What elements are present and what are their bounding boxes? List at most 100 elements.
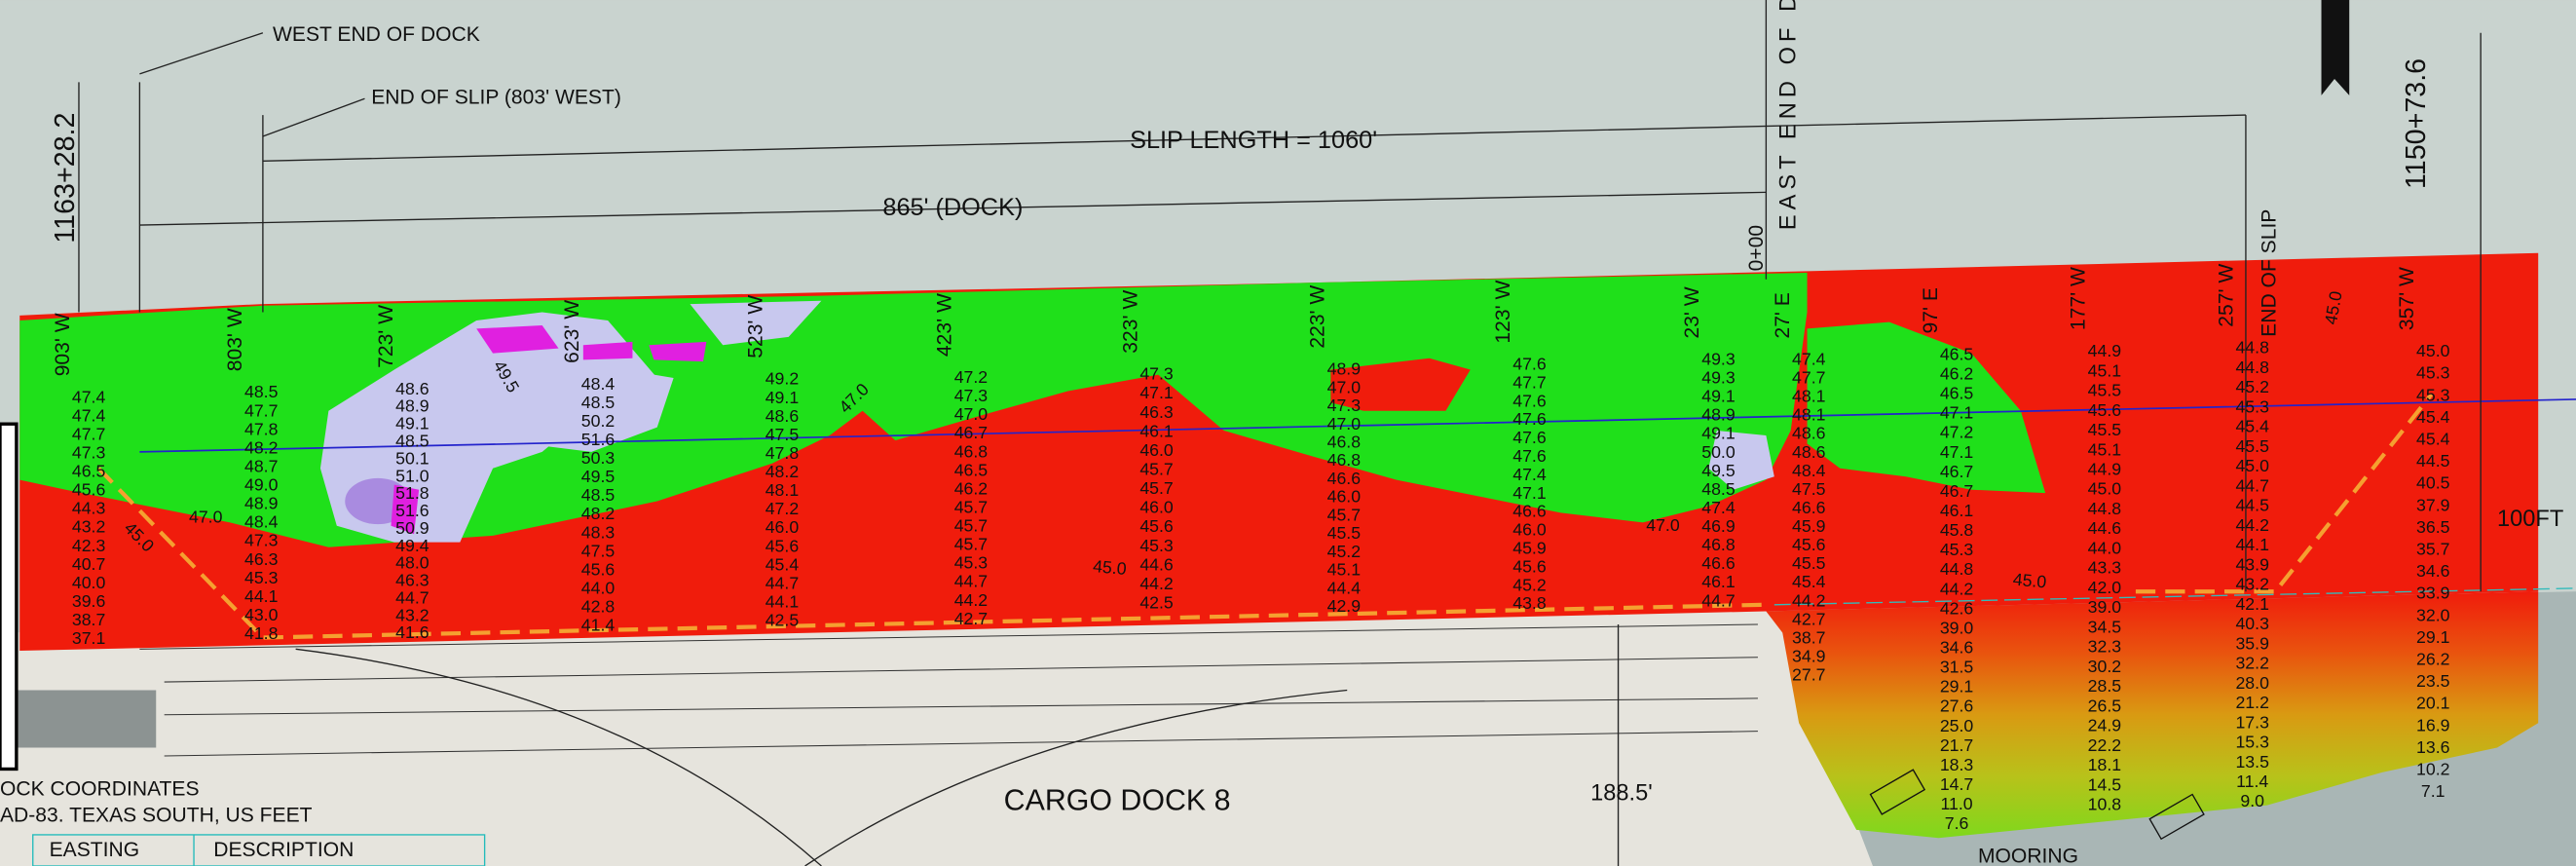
depth-sounding: 44.4 [1327,578,1362,597]
depth-sounding: 45.2 [2235,377,2268,396]
depth-sounding: 7.6 [1945,813,1969,833]
depth-sounding: 36.5 [2416,517,2450,537]
depth-sounding: 42.5 [1139,592,1174,612]
depth-sounding: 45.4 [765,554,800,574]
depth-sounding: 39.0 [2088,597,2122,617]
depth-sounding: 45.7 [954,516,988,536]
depth-sounding: 35.7 [2416,539,2449,558]
coordinates-title: OCK COORDINATES [0,777,200,800]
depth-sounding: 48.5 [581,485,616,505]
depth-sounding: 10.2 [2416,760,2449,779]
depth-sounding: 46.6 [1792,498,1826,517]
depth-sounding: 28.5 [2088,676,2122,696]
depth-sounding: 28.0 [2235,673,2269,693]
depth-sounding: 49.3 [1701,368,1736,388]
depth-sounding: 46.6 [1327,469,1362,488]
depth-sounding: 9.0 [2240,791,2264,810]
depth-sounding: 45.7 [954,535,988,554]
depth-sounding: 43.8 [1512,593,1547,613]
depth-sounding: 44.2 [1792,590,1825,610]
depth-sounding: 48.5 [581,393,616,412]
dock-length-label: 865' (DOCK) [882,194,1023,221]
depth-sounding: 23.5 [2416,671,2450,691]
depth-sounding: 46.0 [1139,498,1174,517]
depth-sounding: 46.7 [1940,481,1973,501]
depth-sounding: 45.3 [1940,540,1974,559]
depth-sounding: 47.4 [1792,349,1826,368]
contour-label: 45.0 [1092,556,1127,579]
depth-sounding: 13.6 [2416,737,2450,757]
depth-sounding: 14.7 [1940,774,1973,794]
depth-sounding: 44.2 [2235,515,2268,535]
depth-sounding: 48.5 [244,382,279,401]
depth-sounding: 40.0 [72,573,106,592]
depth-sounding: 47.1 [1512,483,1546,503]
depth-sounding: 51.6 [581,430,616,449]
dock-name: CARGO DOCK 8 [1004,785,1231,817]
depth-sounding: 48.2 [581,504,615,523]
depth-sounding: 10.8 [2088,795,2122,814]
depth-sounding: 50.0 [1701,442,1736,462]
depth-sounding: 47.5 [1792,479,1826,499]
depth-sounding: 46.7 [954,423,988,442]
depth-sounding: 46.0 [1327,487,1362,507]
depth-sounding: 46.5 [72,462,106,481]
depth-sounding: 39.0 [1940,618,1974,637]
depth-sounding: 45.0 [2416,341,2450,360]
depth-sounding: 47.0 [1327,377,1362,396]
station-column-label: 323' W [1119,290,1141,354]
depth-sounding: 31.5 [1940,658,1974,677]
west-structure [0,690,156,747]
offset-label: 188.5' [1590,781,1653,807]
depth-sounding: 48.6 [1792,424,1826,443]
depth-sounding: 48.9 [244,494,278,513]
depth-sounding: 16.9 [2416,715,2449,734]
depth-sounding: 46.8 [1701,535,1736,554]
depth-sounding: 45.7 [1327,505,1361,524]
depth-sounding: 47.4 [72,387,106,406]
depth-sounding: 44.3 [72,499,106,518]
depth-sounding: 25.0 [1940,716,1974,735]
depth-sounding: 18.3 [1940,755,1974,774]
depth-sounding: 48.4 [1792,461,1826,480]
depth-sounding: 47.3 [1139,364,1174,384]
table-header: EASTING [50,839,140,861]
depth-sounding: 46.5 [1940,384,1974,403]
depth-sounding: 40.7 [72,554,105,574]
depth-sounding: 48.6 [1792,442,1826,462]
depth-sounding: 21.7 [1940,735,1973,755]
depth-sounding: 39.6 [72,591,106,611]
station-label: 1150+73.6 [2401,58,2432,189]
depth-sounding: 44.8 [2235,358,2269,377]
depth-sounding: 47.7 [72,424,105,443]
depth-sounding: 45.3 [2235,396,2269,416]
depth-sounding: 47.6 [1512,428,1547,447]
depth-sounding: 48.7 [244,456,278,475]
mooring-label: MOORING [1978,846,2078,866]
depth-sounding: 44.2 [954,590,988,610]
depth-sounding: 43.0 [244,605,279,624]
depth-sounding: 45.3 [244,568,279,587]
depth-sounding: 47.5 [581,541,616,560]
depth-sounding: 47.7 [1512,372,1546,392]
depth-sounding: 38.7 [1792,627,1825,647]
depth-sounding: 17.3 [2235,712,2269,732]
depth-sounding: 44.1 [765,591,799,611]
depth-sounding: 44.7 [765,573,799,592]
depth-sounding: 32.2 [2235,654,2268,673]
depth-sounding: 44.7 [1701,590,1735,610]
depth-sounding: 46.2 [954,478,988,498]
depth-sounding: 48.4 [581,374,616,394]
depth-sounding: 44.2 [1139,574,1173,593]
depth-sounding: 43.2 [2235,575,2268,594]
depth-sounding: 49.5 [581,467,616,486]
depth-sounding: 42.7 [1792,609,1825,628]
depth-sounding: 40.5 [2416,473,2450,493]
depth-sounding: 37.1 [72,628,105,648]
depth-sounding: 49.1 [765,388,799,407]
depth-sounding: 45.6 [2088,400,2122,420]
depth-sounding: 47.1 [1139,383,1173,402]
depth-sounding: 29.1 [2416,627,2449,647]
depth-sounding: 45.4 [2416,429,2450,448]
depth-sounding: 45.5 [1327,523,1362,543]
